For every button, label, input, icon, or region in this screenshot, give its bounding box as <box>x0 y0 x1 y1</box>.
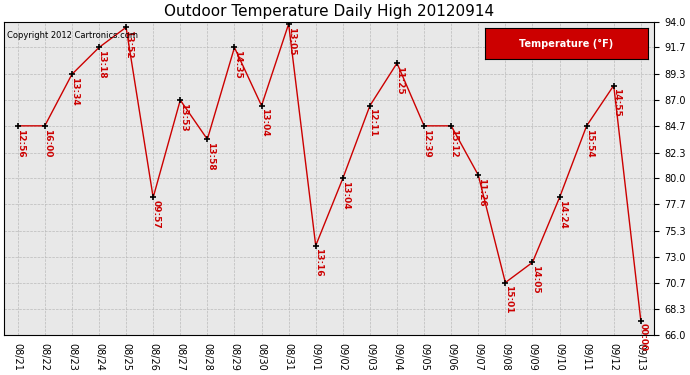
Text: 12:11: 12:11 <box>368 108 377 137</box>
Text: 16:00: 16:00 <box>43 129 52 157</box>
Text: 14:35: 14:35 <box>233 50 241 79</box>
Text: 13:34: 13:34 <box>70 77 79 106</box>
Text: 15:54: 15:54 <box>585 129 594 158</box>
Text: 14:55: 14:55 <box>612 88 621 117</box>
Text: 13:18: 13:18 <box>97 50 106 79</box>
Text: 12:39: 12:39 <box>422 129 431 158</box>
Text: 13:53: 13:53 <box>179 103 188 132</box>
Text: 12:56: 12:56 <box>16 129 25 157</box>
Text: 13:04: 13:04 <box>341 181 350 210</box>
Text: Copyright 2012 Cartronics.com: Copyright 2012 Cartronics.com <box>8 31 139 40</box>
Text: 13:05: 13:05 <box>287 27 296 55</box>
Text: 11:25: 11:25 <box>395 66 404 94</box>
Text: 14:05: 14:05 <box>531 265 540 294</box>
Text: 11:26: 11:26 <box>477 178 486 207</box>
Title: Outdoor Temperature Daily High 20120914: Outdoor Temperature Daily High 20120914 <box>164 4 494 19</box>
Text: 15:01: 15:01 <box>504 285 513 314</box>
Text: 00:00: 00:00 <box>639 323 648 351</box>
Text: 15:12: 15:12 <box>449 129 458 157</box>
Text: 09:57: 09:57 <box>151 200 161 229</box>
Text: 13:16: 13:16 <box>314 248 323 277</box>
Text: 13:52: 13:52 <box>124 30 133 59</box>
Text: 13:58: 13:58 <box>206 142 215 171</box>
Text: 14:24: 14:24 <box>558 200 566 229</box>
Text: 13:04: 13:04 <box>260 108 269 137</box>
